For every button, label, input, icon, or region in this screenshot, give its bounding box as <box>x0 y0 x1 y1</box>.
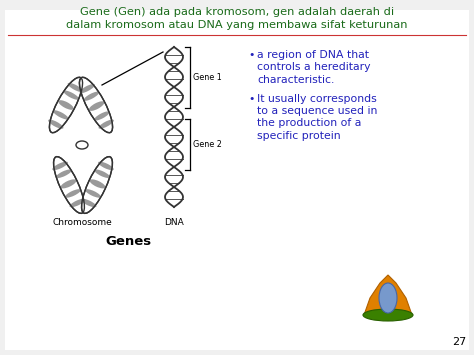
Ellipse shape <box>53 110 68 119</box>
Ellipse shape <box>80 84 95 93</box>
Text: It usually corresponds: It usually corresponds <box>257 93 377 104</box>
Ellipse shape <box>99 120 114 129</box>
Ellipse shape <box>85 189 101 198</box>
Ellipse shape <box>98 162 114 170</box>
Ellipse shape <box>65 189 81 198</box>
Ellipse shape <box>61 179 76 189</box>
FancyBboxPatch shape <box>5 10 469 350</box>
Text: 27: 27 <box>452 337 466 347</box>
Text: characteristic.: characteristic. <box>257 75 334 85</box>
Ellipse shape <box>52 162 68 170</box>
Ellipse shape <box>64 91 79 100</box>
Text: the production of a: the production of a <box>257 119 361 129</box>
Text: Gene 1: Gene 1 <box>193 73 222 82</box>
Ellipse shape <box>80 77 113 133</box>
Ellipse shape <box>94 169 110 178</box>
Ellipse shape <box>56 169 72 178</box>
Ellipse shape <box>68 83 83 92</box>
Text: to a sequence used in: to a sequence used in <box>257 106 377 116</box>
Ellipse shape <box>89 101 104 111</box>
Ellipse shape <box>49 77 82 133</box>
Ellipse shape <box>84 92 99 101</box>
Ellipse shape <box>58 100 73 110</box>
Polygon shape <box>364 275 412 315</box>
Text: specific protein: specific protein <box>257 131 341 141</box>
Ellipse shape <box>90 179 105 189</box>
Text: Gene 2: Gene 2 <box>193 140 222 149</box>
Text: Gene (Gen) ada pada kromosom, gen adalah daerah di: Gene (Gen) ada pada kromosom, gen adalah… <box>80 7 394 17</box>
Ellipse shape <box>48 120 64 129</box>
Ellipse shape <box>81 199 96 207</box>
Ellipse shape <box>82 157 112 213</box>
Text: Genes: Genes <box>105 235 151 248</box>
Text: dalam kromosom atau DNA yang membawa sifat keturunan: dalam kromosom atau DNA yang membawa sif… <box>66 20 408 30</box>
Ellipse shape <box>379 283 397 313</box>
Ellipse shape <box>363 309 413 321</box>
Text: a region of DNA that: a region of DNA that <box>257 50 369 60</box>
Text: controls a hereditary: controls a hereditary <box>257 62 371 72</box>
Text: DNA: DNA <box>164 218 184 227</box>
Ellipse shape <box>54 157 84 213</box>
Text: •: • <box>248 93 255 104</box>
Text: Chromosome: Chromosome <box>52 218 112 227</box>
Ellipse shape <box>94 111 109 121</box>
Text: •: • <box>248 50 255 60</box>
Ellipse shape <box>76 141 88 149</box>
Ellipse shape <box>70 199 85 207</box>
